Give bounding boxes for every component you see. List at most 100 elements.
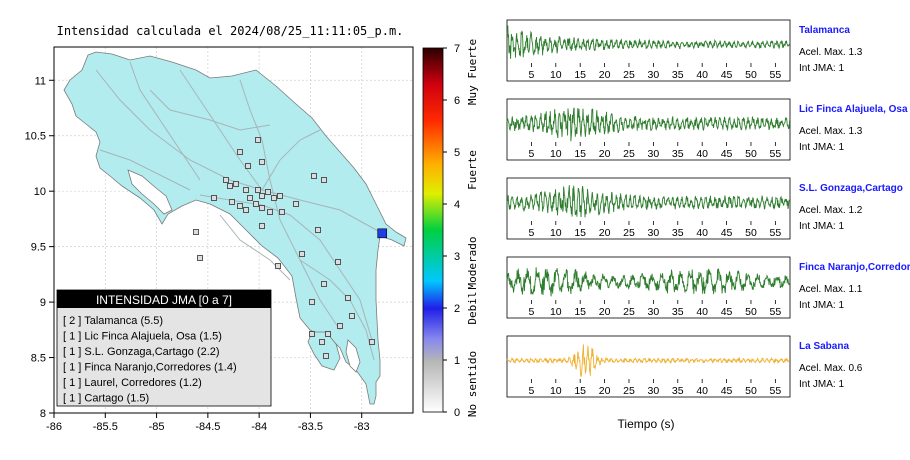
waveform-trace <box>506 185 791 218</box>
highlighted-station-marker <box>377 228 388 239</box>
waveform-panels: 5 10 15 20 25 30 35 40 45 50 55 Talamanca Acel. Max.… <box>506 19 910 398</box>
station-marker <box>253 201 259 207</box>
station-marker <box>237 149 243 155</box>
station-marker <box>315 227 321 233</box>
waveform-x-tick-label: 45 <box>721 148 733 160</box>
waveform-x-tick-label: 40 <box>696 148 708 160</box>
waveform-x-tick-label: 10 <box>550 69 562 81</box>
waveform-trace <box>506 267 791 297</box>
waveform-x-tick-label: 10 <box>550 385 562 397</box>
colorbar-category-label: No sentido <box>466 351 479 417</box>
waveform-x-tick-label: 35 <box>672 227 684 239</box>
road-line <box>129 61 201 181</box>
intensity-legend: INTENSIDAD JMA [0 a 7] [ 2 ] Talamanca (… <box>56 289 272 407</box>
station-marker <box>277 193 283 199</box>
waveform-x-tick-label: 10 <box>550 306 562 318</box>
waveform-x-tick-label: 55 <box>770 69 782 81</box>
waveform-x-tick-label: 45 <box>721 227 733 239</box>
station-marker <box>275 263 281 269</box>
acel-max-label: Acel. Max. 1.3 <box>799 126 863 137</box>
waveform-x-tick-label: 35 <box>672 385 684 397</box>
int-jma-label: Int JMA: 1 <box>799 221 844 232</box>
waveform-x-tick-label: 20 <box>599 148 611 160</box>
waveform-trace <box>506 344 791 378</box>
waveform-x-tick-label: 40 <box>696 69 708 81</box>
waveform-x-tick-label: 50 <box>745 227 757 239</box>
waveform-x-tick-label: 20 <box>599 306 611 318</box>
int-jma-label: Int JMA: 1 <box>799 379 844 390</box>
waveform-x-tick-label: 25 <box>623 306 635 318</box>
waveform-trace <box>506 25 790 59</box>
land-shape <box>63 51 407 405</box>
waveform-x-tick-label: 25 <box>623 148 635 160</box>
waveform-x-tick-label: 50 <box>745 148 757 160</box>
colorbar-tick-label: 1 <box>454 355 460 367</box>
x-axis-label: Tiempo (s) <box>618 417 675 431</box>
waveform-frame <box>506 335 791 398</box>
waveform-panel: 5 10 15 20 25 30 35 40 45 50 55 Finca Naranjo,Corre… <box>506 256 910 319</box>
station-marker <box>309 299 315 305</box>
waveform-x-tick-label: 15 <box>574 385 586 397</box>
waveform-x-tick-label: 55 <box>770 385 782 397</box>
map-x-tick-label: -83 <box>354 421 370 433</box>
waveform-x-tick-label: 10 <box>550 227 562 239</box>
waveform-x-tick-label: 5 <box>528 69 534 81</box>
map-y-axis: 11 10.5 10 9.5 9 8.5 8 <box>25 75 54 420</box>
station-marker <box>321 177 327 183</box>
station-marker <box>197 255 203 261</box>
waveform-frame <box>506 98 791 161</box>
colorbar-tick-label: 4 <box>454 199 460 211</box>
waveform-x-tick-label: 10 <box>550 148 562 160</box>
waveform-x-tick-label: 30 <box>648 227 660 239</box>
station-marker <box>259 205 265 211</box>
int-jma-label: Int JMA: 1 <box>799 300 844 311</box>
station-marker <box>267 209 273 215</box>
waveform-x-tick-label: 35 <box>672 306 684 318</box>
waveform-x-tick-label: 45 <box>721 306 733 318</box>
station-marker <box>265 189 271 195</box>
station-name-label: Finca Naranjo,Corredores <box>799 262 910 273</box>
colorbar-category-label: Debil <box>466 291 479 324</box>
map-x-tick-label: -85.5 <box>93 421 118 433</box>
waveform-x-tick-label: 35 <box>672 148 684 160</box>
station-name-label: Talamanca <box>799 25 850 36</box>
station-marker <box>309 331 315 337</box>
waveform-x-tick-label: 40 <box>696 385 708 397</box>
waveform-x-tick-label: 30 <box>648 69 660 81</box>
waveform-panel: 5 10 15 20 25 30 35 40 45 50 55 Talamanca Acel. Max.… <box>506 19 863 82</box>
map-y-tick-label: 11 <box>35 75 46 87</box>
map-x-tick-label: -83.5 <box>298 421 323 433</box>
map-y-tick-label: 9.5 <box>31 242 46 254</box>
waveform-panel: 5 10 15 20 25 30 35 40 45 50 55 S.L. Gonzaga,Cartag… <box>506 177 903 240</box>
station-marker <box>211 195 217 201</box>
waveform-panel: 5 10 15 20 25 30 35 40 45 50 55 Lic Finca Alajuela,… <box>506 98 908 161</box>
waveform-x-tick-label: 30 <box>648 148 660 160</box>
legend-item: [ 2 ] Talamanca (5.5) <box>63 315 163 327</box>
waveform-x-tick-label: 40 <box>696 306 708 318</box>
waveform-x-tick-label: 50 <box>745 69 757 81</box>
waveform-x-tick-label: 15 <box>574 306 586 318</box>
station-marker <box>237 203 243 209</box>
waveform-x-tick-label: 55 <box>770 148 782 160</box>
acel-max-label: Acel. Max. 1.2 <box>799 205 863 216</box>
station-marker <box>227 183 233 189</box>
station-marker <box>369 339 375 345</box>
map-x-tick-label: -86 <box>46 421 62 433</box>
station-marker <box>325 331 331 337</box>
station-marker <box>349 313 355 319</box>
waveform-x-tick-label: 15 <box>574 227 586 239</box>
legend-item: [ 1 ] Cartago (1.5) <box>63 393 149 405</box>
station-marker <box>229 199 235 205</box>
road-line <box>199 194 373 341</box>
map-y-tick-label: 10 <box>34 186 46 198</box>
waveform-x-tick-label: 25 <box>623 385 635 397</box>
station-name-label: S.L. Gonzaga,Cartago <box>799 183 903 194</box>
waveform-x-tick-label: 30 <box>648 385 660 397</box>
colorbar-tick-label: 2 <box>454 303 460 315</box>
waveform-x-tick-label: 5 <box>528 385 534 397</box>
station-marker <box>345 295 351 301</box>
station-marker <box>243 187 249 193</box>
colorbar-tick-label: 3 <box>454 251 460 263</box>
station-marker <box>271 195 277 201</box>
